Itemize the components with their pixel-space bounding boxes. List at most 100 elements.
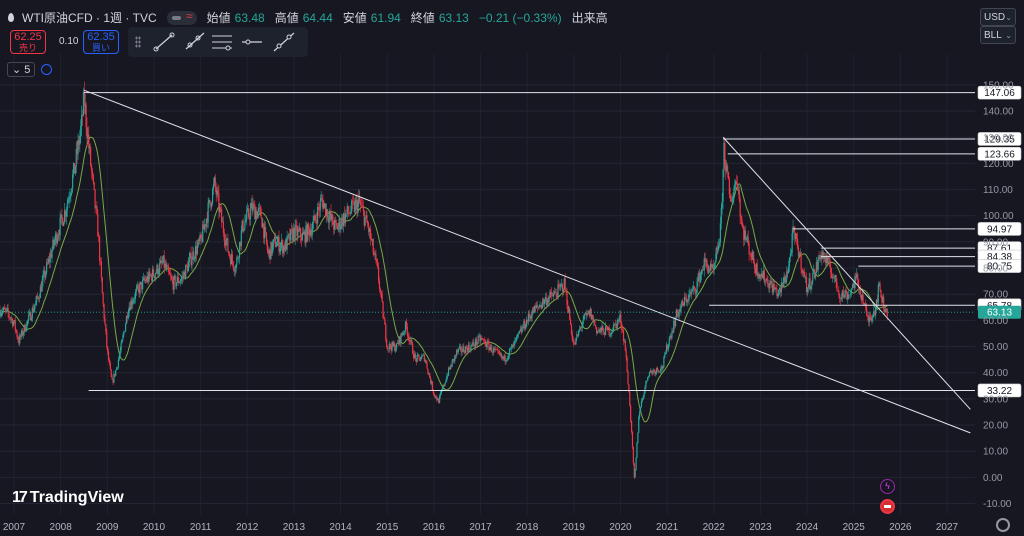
candle-body xyxy=(89,146,91,149)
candle-body xyxy=(212,189,214,204)
candle-body xyxy=(723,142,725,170)
candle-body xyxy=(656,367,658,372)
candle-body xyxy=(38,298,41,299)
indicator-toggle[interactable]: ⌄ 5 xyxy=(7,62,53,77)
y-tick-label: 70.00 xyxy=(983,290,1008,301)
candle-body xyxy=(101,277,103,293)
market-status-toggle[interactable] xyxy=(166,9,197,25)
bolt-icon[interactable]: ϟ xyxy=(880,479,895,494)
tradingview-logo[interactable]: 17 TradingView xyxy=(12,489,124,507)
candle-body xyxy=(337,225,339,230)
candle-body xyxy=(883,309,886,313)
x-tick-label: 2020 xyxy=(609,522,632,533)
candle-body xyxy=(447,367,450,376)
sync-icon[interactable] xyxy=(41,64,53,75)
candle-body xyxy=(836,282,838,291)
candle-body xyxy=(324,203,326,204)
candle-body xyxy=(645,380,647,387)
candle-body xyxy=(441,389,443,391)
change-value: −0.21 (−0.33%) xyxy=(478,10,562,25)
candle-body xyxy=(800,252,802,270)
candle-body xyxy=(470,345,472,351)
candle-body xyxy=(543,299,545,305)
candle-body xyxy=(692,286,695,290)
candle-body xyxy=(236,257,238,266)
buy-button[interactable]: 62.35 買い xyxy=(83,30,119,54)
candle-body xyxy=(527,313,530,322)
candle-body xyxy=(199,234,201,242)
candle-body xyxy=(1,312,3,314)
candle-body xyxy=(859,287,861,295)
candle-body xyxy=(845,290,847,293)
candle-body xyxy=(737,189,739,191)
candle-body xyxy=(163,255,165,268)
currency-select[interactable]: USD ⌄ xyxy=(980,8,1016,26)
candle-body xyxy=(805,277,808,293)
candle-body xyxy=(582,320,584,325)
candle-body xyxy=(116,367,119,368)
candle-body xyxy=(595,324,597,328)
unit-select[interactable]: BLL ⌄ xyxy=(980,26,1016,44)
candle-body xyxy=(766,278,768,280)
extended-line-icon[interactable] xyxy=(270,27,298,57)
horizontal-line-icon[interactable] xyxy=(238,27,266,57)
candle-body xyxy=(652,370,654,374)
candle-body xyxy=(297,229,299,237)
candle-body xyxy=(803,271,805,273)
candle-body xyxy=(87,134,89,139)
candle-body xyxy=(21,330,24,336)
candle-body xyxy=(191,259,193,266)
candle-body xyxy=(517,333,520,334)
candle-body xyxy=(140,282,142,284)
candle-body xyxy=(466,348,469,353)
candle-body xyxy=(100,261,102,278)
candle-body xyxy=(732,196,734,202)
candle-body xyxy=(190,253,192,266)
candle-body xyxy=(168,271,171,275)
candle-body xyxy=(141,282,143,290)
trendline-icon[interactable] xyxy=(150,27,178,57)
gear-icon[interactable] xyxy=(996,518,1010,532)
candle-body xyxy=(490,345,492,348)
candle-body xyxy=(829,258,831,267)
candle-body xyxy=(465,346,468,349)
level-label: 94.97 xyxy=(987,224,1012,235)
candle-body xyxy=(438,395,441,404)
candle-body xyxy=(530,316,532,319)
candle-body xyxy=(15,329,17,332)
symbol-title[interactable]: WTI原油CFD · 1週 · TVC xyxy=(22,11,157,25)
candle-body xyxy=(314,215,316,220)
candle-body xyxy=(59,217,61,236)
us-flag-icon[interactable] xyxy=(880,499,895,514)
candle-body xyxy=(56,237,59,244)
candle-body xyxy=(419,357,421,361)
candle-body xyxy=(396,342,399,344)
candle-body xyxy=(5,308,7,310)
toolbar-grip-icon[interactable] xyxy=(135,36,141,48)
candle-body xyxy=(317,207,320,209)
candle-body xyxy=(127,312,129,319)
ray-icon[interactable] xyxy=(180,27,208,57)
candle-body xyxy=(685,297,687,303)
x-tick-label: 2023 xyxy=(749,522,772,533)
candle-body xyxy=(799,252,801,255)
candle-body xyxy=(539,305,541,307)
candle-body xyxy=(170,276,172,279)
candle-body xyxy=(651,371,653,374)
candle-body xyxy=(823,256,826,259)
candle-body xyxy=(695,292,697,294)
sell-button[interactable]: 62.25 売り xyxy=(10,30,46,54)
candle-body xyxy=(81,114,83,126)
candle-body xyxy=(617,320,619,322)
candle-body xyxy=(426,362,428,369)
candle-body xyxy=(406,326,408,336)
candle-body xyxy=(377,262,379,268)
candle-body xyxy=(270,242,272,260)
candle-body xyxy=(567,304,569,313)
candle-body xyxy=(386,347,389,349)
candle-body xyxy=(201,237,203,242)
parallel-channel-icon[interactable] xyxy=(208,27,236,57)
candle-body xyxy=(762,270,765,279)
candle-body xyxy=(31,307,33,319)
